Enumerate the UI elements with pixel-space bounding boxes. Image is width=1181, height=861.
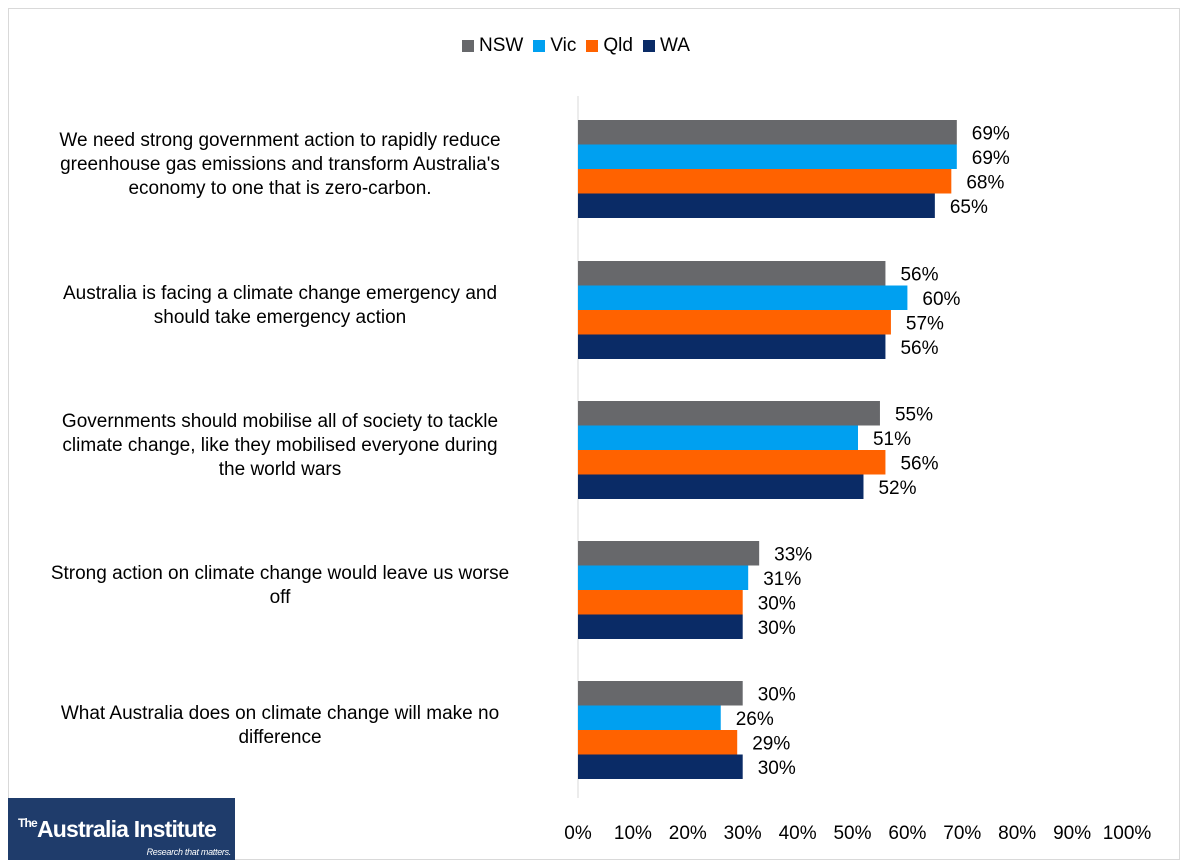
bar-qld-5 <box>578 730 738 755</box>
legend-swatch <box>533 40 546 52</box>
bar-qld-4 <box>578 590 743 615</box>
bar-vic-4 <box>578 565 749 590</box>
legend-label: Vic <box>550 35 577 56</box>
bar-nsw-4 <box>578 541 760 566</box>
legend-swatch <box>586 40 599 52</box>
legend-label: WA <box>659 35 690 56</box>
category-label-1: We need strong government action to rapi… <box>10 129 550 201</box>
category-label-line: should take emergency action <box>153 307 407 328</box>
australia-institute-logo: TheAustralia Institute Research that mat… <box>8 798 235 860</box>
x-tick-label: 0% <box>564 823 592 844</box>
legend-item-wa: WA <box>642 35 690 57</box>
data-label-wa-5: 30% <box>758 758 796 779</box>
bar-nsw-2 <box>578 261 886 286</box>
bar-qld-2 <box>578 310 891 335</box>
data-label-vic-4: 31% <box>763 569 801 590</box>
legend-label: NSW <box>479 35 524 56</box>
x-tick-label: 80% <box>998 823 1036 844</box>
data-label-vic-5: 26% <box>736 709 774 730</box>
bar-nsw-1 <box>578 120 957 145</box>
data-label-nsw-1: 69% <box>972 123 1010 144</box>
category-label-line: Australia is facing a climate change eme… <box>62 283 498 304</box>
data-label-wa-3: 52% <box>878 478 916 499</box>
data-label-qld-2: 57% <box>906 313 944 334</box>
logo-prefix: The <box>18 816 38 830</box>
legend-item-vic: Vic <box>533 35 576 57</box>
legend-item-qld: Qld <box>586 35 633 57</box>
bar-wa-2 <box>578 334 886 359</box>
x-tick-label: 50% <box>833 823 871 844</box>
category-label-line: economy to one that is zero-carbon. <box>128 178 432 199</box>
bar-nsw-3 <box>578 401 880 426</box>
bar-qld-3 <box>578 450 886 475</box>
bar-vic-3 <box>578 425 858 450</box>
legend-swatch <box>642 40 655 52</box>
category-label-line: the world wars <box>218 459 342 480</box>
x-tick-label: 40% <box>779 823 817 844</box>
chart-legend: NSW Vic Qld WA <box>462 35 700 57</box>
x-tick-label: 70% <box>943 823 981 844</box>
data-label-vic-2: 60% <box>922 289 960 310</box>
x-tick-label: 90% <box>1053 823 1091 844</box>
data-label-vic-1: 69% <box>972 148 1010 169</box>
legend-swatch <box>462 40 474 52</box>
legend-item-nsw: NSW <box>462 35 523 57</box>
bar-vic-2 <box>578 285 908 310</box>
category-label-line: greenhouse gas emissions and transform A… <box>60 154 500 175</box>
category-label-line: difference <box>238 727 322 748</box>
data-label-wa-1: 65% <box>950 197 988 218</box>
category-label-line: Strong action on climate change would le… <box>50 563 510 584</box>
bar-wa-1 <box>578 193 935 218</box>
data-label-nsw-4: 33% <box>774 544 812 565</box>
bar-qld-1 <box>578 169 952 194</box>
legend-label: Qld <box>603 35 633 56</box>
logo-wordmark: TheAustralia Institute <box>18 816 217 843</box>
chart-frame <box>8 8 1180 860</box>
x-tick-label: 10% <box>614 823 652 844</box>
bar-vic-1 <box>578 144 957 169</box>
category-label-line: We need strong government action to rapi… <box>59 130 501 151</box>
bar-nsw-5 <box>578 681 743 706</box>
bar-wa-3 <box>578 474 864 499</box>
bar-wa-5 <box>578 754 743 779</box>
data-label-nsw-2: 56% <box>900 264 938 285</box>
data-label-qld-4: 30% <box>758 593 796 614</box>
data-label-wa-2: 56% <box>900 338 938 359</box>
data-label-qld-5: 29% <box>752 733 790 754</box>
x-tick-label: 20% <box>669 823 707 844</box>
x-tick-label: 30% <box>724 823 762 844</box>
logo-name: Australia Institute <box>36 816 217 842</box>
category-label-line: Governments should mobilise all of socie… <box>61 411 499 432</box>
data-label-nsw-3: 55% <box>895 404 933 425</box>
category-label-5: What Australia does on climate change wi… <box>10 702 550 750</box>
data-label-qld-1: 68% <box>966 172 1004 193</box>
category-label-3: Governments should mobilise all of socie… <box>10 410 550 482</box>
data-label-nsw-5: 30% <box>758 684 796 705</box>
category-label-2: Australia is facing a climate change eme… <box>10 282 550 330</box>
x-tick-label: 60% <box>888 823 926 844</box>
category-label-line: What Australia does on climate change wi… <box>60 703 500 724</box>
logo-tagline: Research that matters. <box>146 847 232 857</box>
category-label-line: climate change, like they mobilised ever… <box>62 435 498 456</box>
data-label-vic-3: 51% <box>873 429 911 450</box>
data-label-wa-4: 30% <box>758 618 796 639</box>
category-label-line: off <box>269 587 291 608</box>
bar-wa-4 <box>578 614 743 639</box>
data-label-qld-3: 56% <box>900 453 938 474</box>
category-label-4: Strong action on climate change would le… <box>10 562 550 610</box>
x-tick-label: 100% <box>1103 823 1152 844</box>
bar-vic-5 <box>578 705 721 730</box>
